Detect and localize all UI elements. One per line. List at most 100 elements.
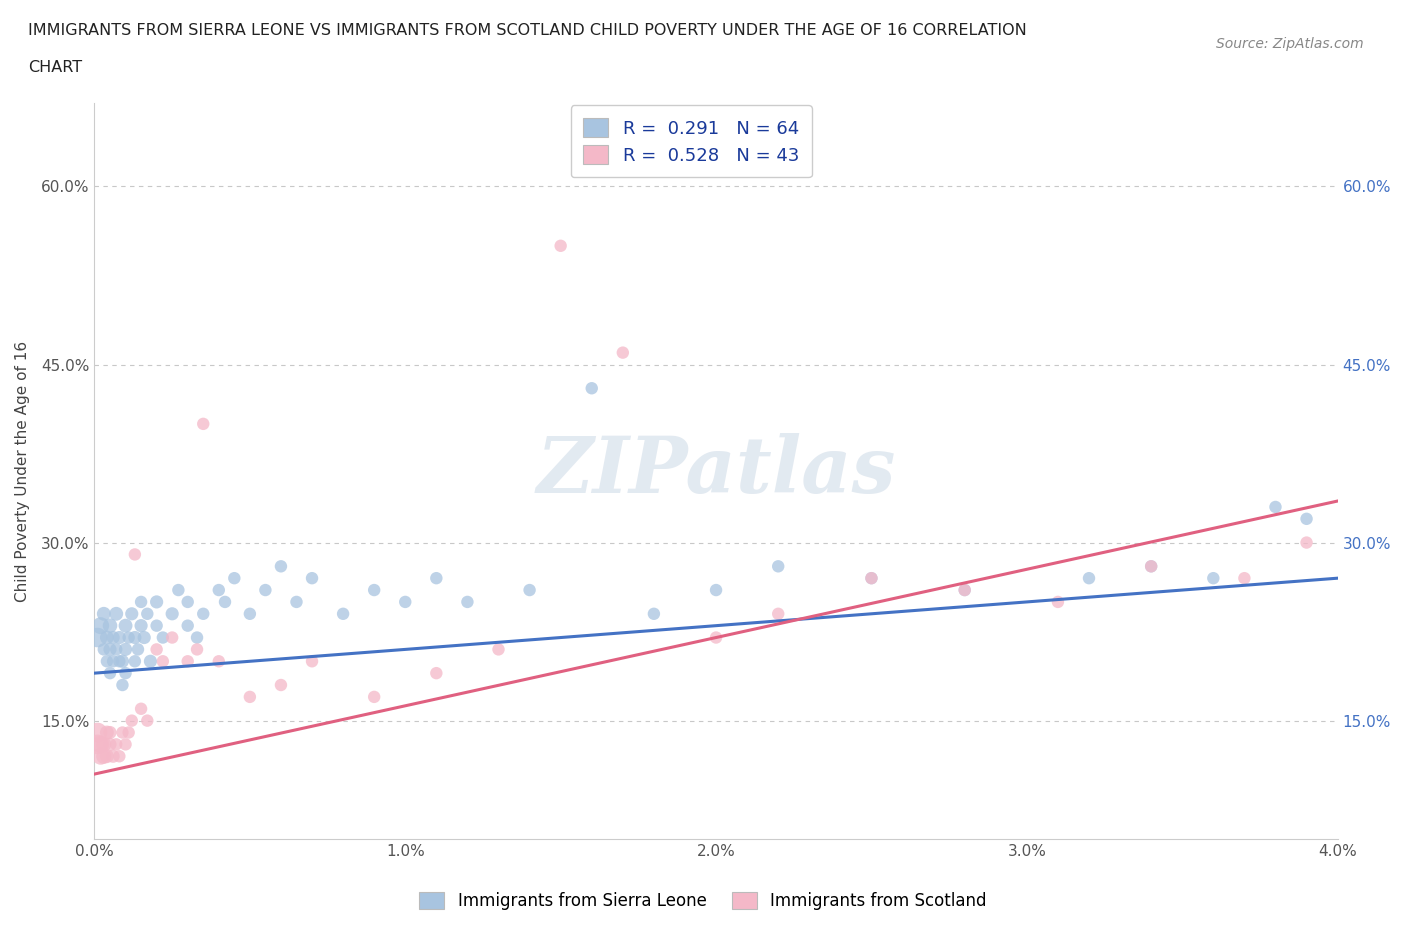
Point: [136, 606, 159, 621]
Point: [124, 631, 146, 645]
Point: [612, 345, 634, 360]
Point: [177, 618, 200, 633]
Point: [193, 417, 215, 432]
Point: [114, 666, 136, 681]
Point: [254, 582, 277, 597]
Legend: R =  0.291   N = 64, R =  0.528   N = 43: R = 0.291 N = 64, R = 0.528 N = 43: [571, 105, 811, 178]
Point: [98, 618, 121, 633]
Point: [152, 654, 174, 669]
Point: [425, 666, 447, 681]
Point: [105, 606, 128, 621]
Point: [1140, 559, 1163, 574]
Point: [96, 654, 118, 669]
Point: [860, 571, 883, 586]
Point: [550, 238, 572, 253]
Point: [285, 594, 308, 609]
Point: [186, 642, 208, 657]
Point: [121, 606, 143, 621]
Point: [177, 594, 200, 609]
Point: [127, 642, 149, 657]
Point: [98, 666, 121, 681]
Point: [93, 749, 115, 764]
Text: IMMIGRANTS FROM SIERRA LEONE VS IMMIGRANTS FROM SCOTLAND CHILD POVERTY UNDER THE: IMMIGRANTS FROM SIERRA LEONE VS IMMIGRAN…: [28, 23, 1026, 38]
Point: [860, 571, 883, 586]
Point: [1295, 512, 1317, 526]
Point: [1078, 571, 1101, 586]
Point: [425, 571, 447, 586]
Point: [270, 678, 292, 693]
Point: [129, 594, 152, 609]
Point: [177, 654, 200, 669]
Point: [108, 631, 131, 645]
Point: [953, 582, 976, 597]
Point: [124, 547, 146, 562]
Point: [488, 642, 510, 657]
Point: [86, 631, 108, 645]
Point: [1202, 571, 1225, 586]
Point: [108, 654, 131, 669]
Point: [1264, 499, 1286, 514]
Text: ZIPatlas: ZIPatlas: [536, 433, 896, 510]
Point: [101, 631, 124, 645]
Point: [208, 582, 231, 597]
Point: [704, 631, 727, 645]
Point: [332, 606, 354, 621]
Point: [114, 642, 136, 657]
Point: [90, 737, 112, 751]
Point: [1233, 571, 1256, 586]
Point: [394, 594, 416, 609]
Point: [193, 606, 215, 621]
Point: [519, 582, 541, 597]
Point: [96, 749, 118, 764]
Point: [643, 606, 665, 621]
Point: [114, 618, 136, 633]
Point: [581, 380, 603, 395]
Point: [108, 749, 131, 764]
Point: [363, 582, 385, 597]
Point: [186, 631, 208, 645]
Point: [766, 559, 789, 574]
Point: [111, 725, 134, 740]
Point: [118, 725, 141, 740]
Text: Source: ZipAtlas.com: Source: ZipAtlas.com: [1216, 37, 1364, 51]
Point: [1295, 535, 1317, 550]
Point: [86, 737, 108, 751]
Point: [1046, 594, 1069, 609]
Point: [456, 594, 478, 609]
Point: [111, 678, 134, 693]
Point: [160, 606, 183, 621]
Point: [953, 582, 976, 597]
Point: [239, 606, 262, 621]
Point: [301, 654, 323, 669]
Point: [270, 559, 292, 574]
Point: [145, 594, 167, 609]
Point: [114, 737, 136, 751]
Point: [239, 689, 262, 704]
Point: [105, 737, 128, 751]
Point: [160, 631, 183, 645]
Point: [145, 618, 167, 633]
Point: [118, 631, 141, 645]
Point: [152, 631, 174, 645]
Point: [93, 642, 115, 657]
Point: [93, 606, 115, 621]
Point: [90, 618, 112, 633]
Point: [86, 725, 108, 740]
Point: [96, 631, 118, 645]
Point: [139, 654, 162, 669]
Point: [124, 654, 146, 669]
Point: [301, 571, 323, 586]
Point: [111, 654, 134, 669]
Point: [1140, 559, 1163, 574]
Point: [766, 606, 789, 621]
Point: [98, 642, 121, 657]
Point: [90, 749, 112, 764]
Point: [98, 725, 121, 740]
Point: [145, 642, 167, 657]
Point: [363, 689, 385, 704]
Point: [105, 642, 128, 657]
Legend: Immigrants from Sierra Leone, Immigrants from Scotland: Immigrants from Sierra Leone, Immigrants…: [413, 885, 993, 917]
Point: [101, 654, 124, 669]
Point: [129, 701, 152, 716]
Point: [101, 749, 124, 764]
